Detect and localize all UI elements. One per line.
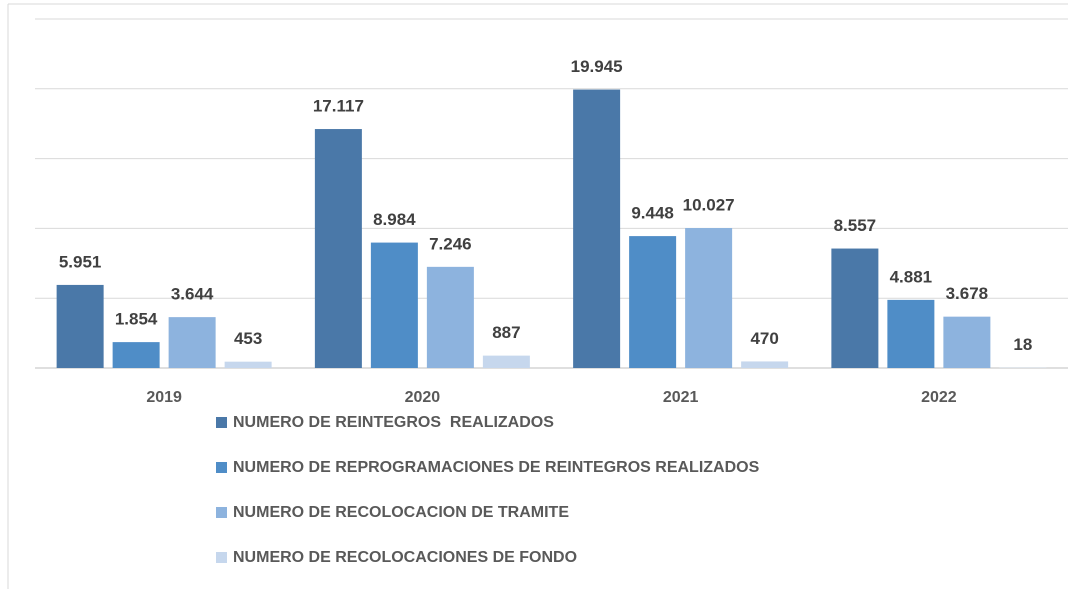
bar [56,284,104,368]
x-tick-label: 2020 [405,389,441,406]
bar [482,355,530,368]
data-label: 5.951 [59,252,102,271]
bar [370,242,418,368]
bar [887,299,935,368]
bar [831,248,879,368]
legend-swatch [216,417,227,428]
bar [426,266,474,368]
legend-swatch [216,552,227,563]
legend-label: NUMERO DE REINTEGROS REALIZADOS [233,414,554,431]
bar [112,342,160,368]
legend-label: NUMERO DE RECOLOCACION DE TRAMITE [233,504,569,521]
bar [224,361,272,368]
bar [943,316,991,368]
legend-label: NUMERO DE REPROGRAMACIONES DE REINTEGROS… [233,459,760,476]
data-label: 18 [1013,335,1032,354]
data-label: 3.678 [946,284,989,303]
legend-swatch [216,462,227,473]
x-tick-label: 2021 [663,389,699,406]
bar [685,228,733,368]
data-label: 9.448 [631,204,674,223]
bar [314,129,362,368]
data-label: 453 [234,329,262,348]
bar [741,361,789,368]
bar [629,236,677,368]
data-label: 17.117 [313,97,364,116]
x-tick-label: 2022 [921,389,957,406]
x-tick-label: 2019 [146,389,182,406]
data-label: 470 [750,329,778,348]
legend-label: NUMERO DE RECOLOCACIONES DE FONDO [233,549,577,566]
data-label: 19.945 [571,57,623,76]
data-label: 3.644 [171,285,214,304]
data-label: 8.984 [373,210,416,229]
bar [168,317,216,368]
legend-swatch [216,507,227,518]
data-label: 887 [492,323,520,342]
bar [573,89,621,368]
data-label: 7.246 [429,234,472,253]
data-label: 4.881 [890,267,933,286]
data-label: 8.557 [834,216,877,235]
data-label: 1.854 [115,310,158,329]
data-label: 10.027 [683,196,735,215]
